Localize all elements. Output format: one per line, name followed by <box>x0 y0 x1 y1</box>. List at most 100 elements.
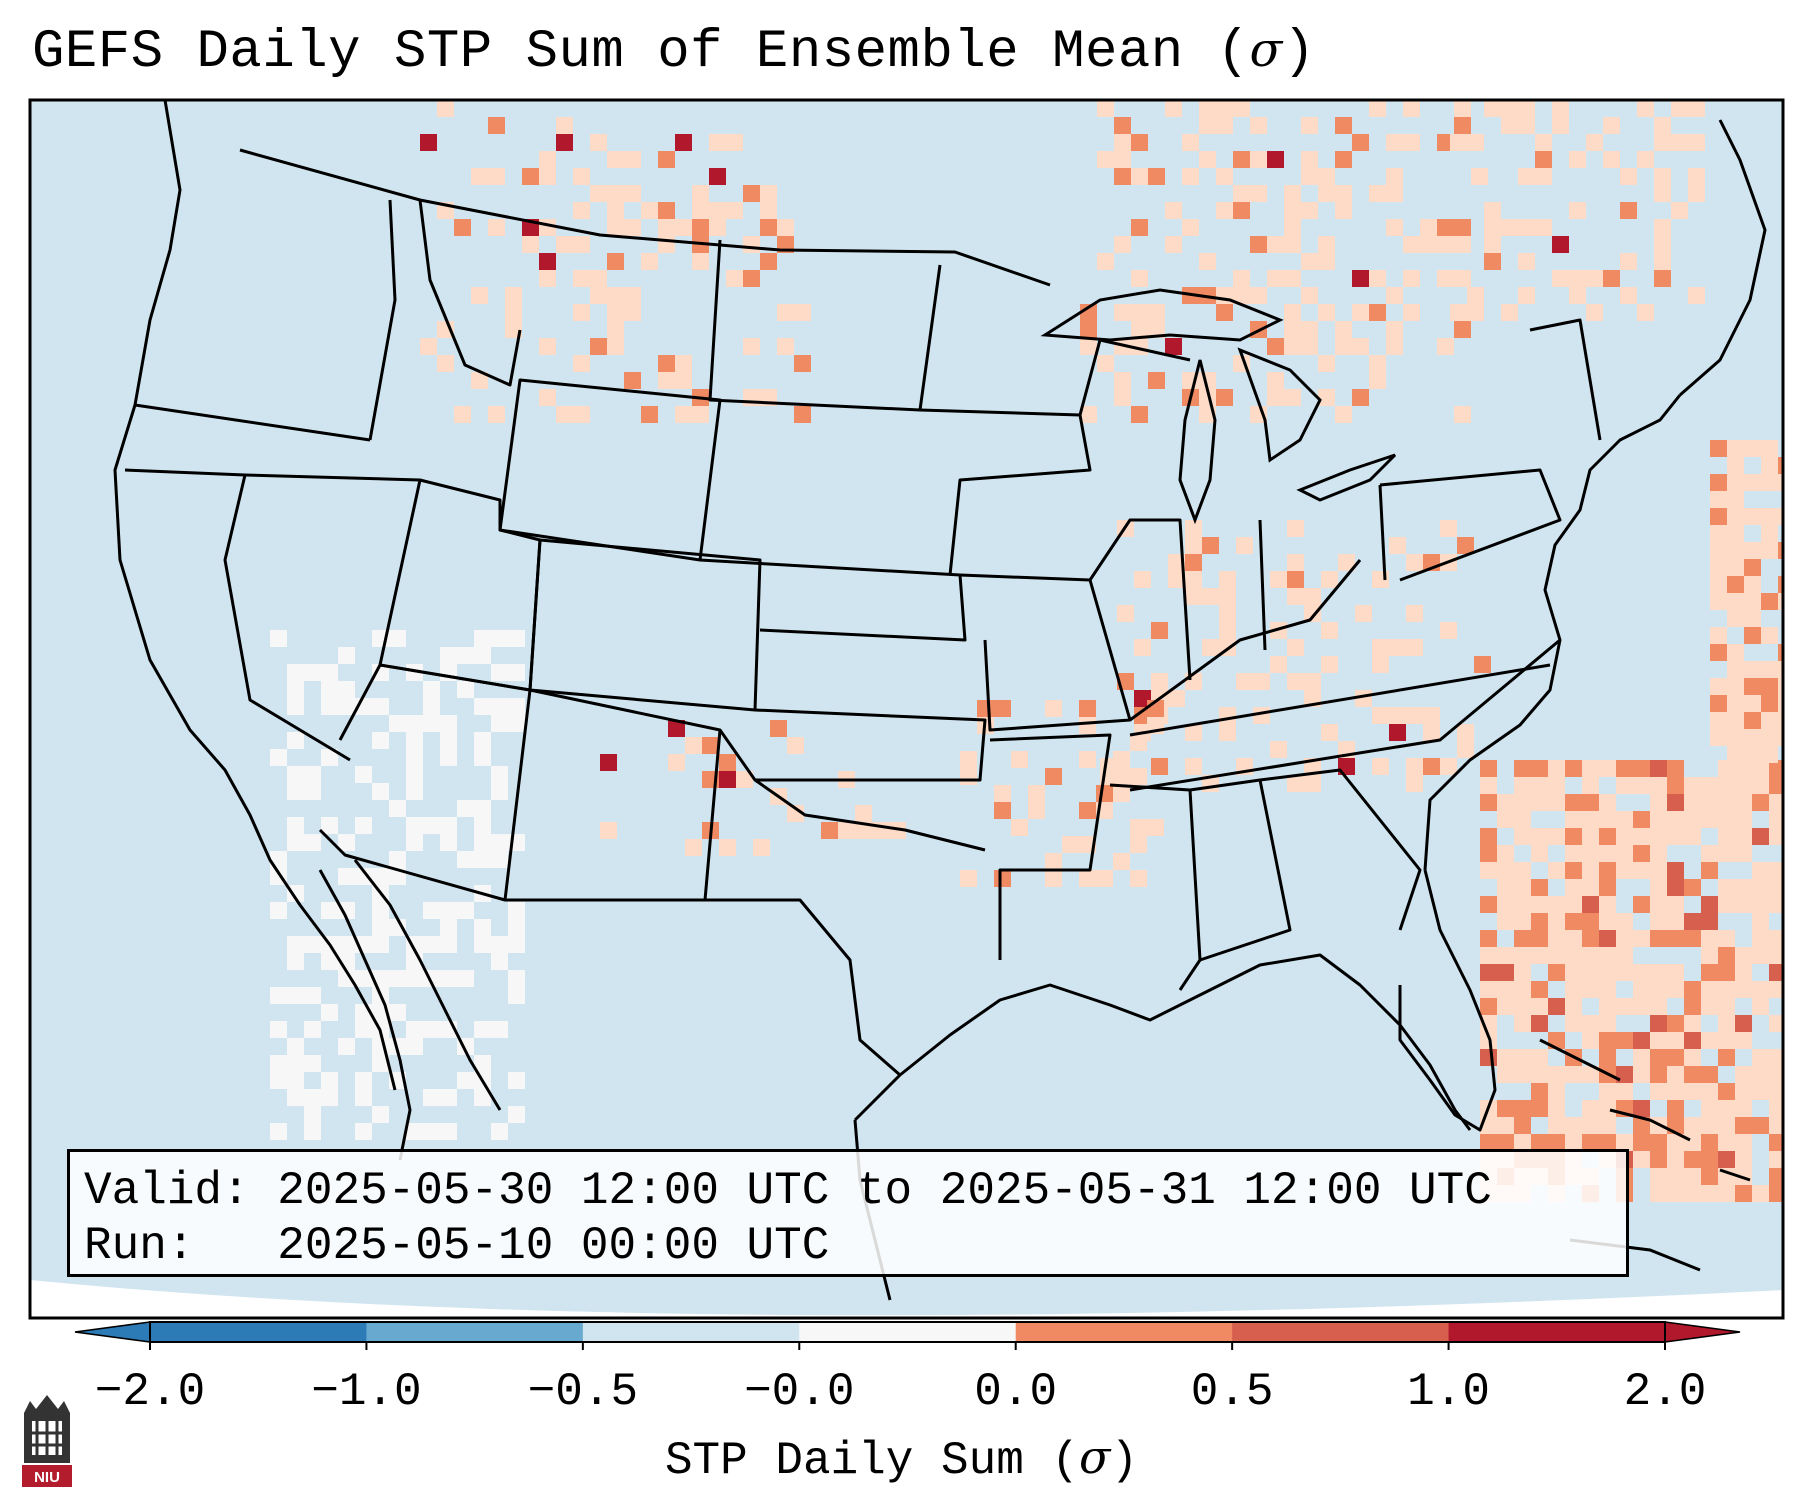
cell-medium <box>1531 1100 1548 1117</box>
cell-light <box>1654 117 1671 134</box>
cell-light <box>1318 304 1335 321</box>
cell-medium <box>1701 1134 1718 1151</box>
cell-light <box>1497 794 1514 811</box>
cell-medium <box>1599 879 1616 896</box>
cell-neutral <box>372 698 389 715</box>
cell-light <box>1718 1117 1735 1134</box>
cell-neutral <box>321 698 338 715</box>
cell-neutral <box>287 987 304 1004</box>
cell-light <box>1701 1032 1718 1049</box>
run-line: Run: 2025-05-10 00:00 UTC <box>84 1220 830 1272</box>
cell-medium <box>1216 389 1233 406</box>
cell-light <box>1386 287 1403 304</box>
cell-light <box>1497 862 1514 879</box>
cell-light <box>1667 981 1684 998</box>
cell-medium <box>1480 828 1497 845</box>
cell-strong <box>1633 1032 1650 1049</box>
cell-light <box>624 185 641 202</box>
svg-text:NIU: NIU <box>34 1469 60 1486</box>
cell-medium <box>1480 930 1497 947</box>
cell-light <box>1582 760 1599 777</box>
cell-light <box>1727 508 1744 525</box>
cell-light <box>573 236 590 253</box>
cell-light <box>1735 1134 1752 1151</box>
cell-light <box>1457 724 1474 741</box>
cell-light <box>1216 100 1233 117</box>
cell-medium <box>1650 1134 1667 1151</box>
cell-light <box>1497 1117 1514 1134</box>
cell-medium <box>760 253 777 270</box>
cell-light <box>1633 777 1650 794</box>
cell-light <box>709 134 726 151</box>
cell-neutral <box>355 1123 372 1140</box>
cell-neutral <box>372 919 389 936</box>
cell-neutral <box>304 987 321 1004</box>
cell-light <box>539 338 556 355</box>
cell-strong <box>1684 913 1701 930</box>
cell-neutral <box>389 630 406 647</box>
cell-neutral <box>304 936 321 953</box>
cell-light <box>1518 100 1535 117</box>
cell-light <box>1718 760 1735 777</box>
cell-extreme <box>1165 338 1182 355</box>
cell-neutral <box>491 698 508 715</box>
cell-light <box>1080 406 1097 423</box>
cell-light <box>488 168 505 185</box>
cell-light <box>1318 389 1335 406</box>
cell-light <box>1778 474 1783 491</box>
cell-medium <box>1684 879 1701 896</box>
cell-medium <box>1514 760 1531 777</box>
cell-light <box>1372 656 1389 673</box>
cell-neutral <box>321 902 338 919</box>
cell-light <box>1284 236 1301 253</box>
cell-light <box>1514 896 1531 913</box>
nm <box>505 688 722 902</box>
cell-light <box>607 338 624 355</box>
cell-light <box>1080 338 1097 355</box>
cell-light <box>1113 853 1130 870</box>
cell-light <box>1437 236 1454 253</box>
cell-neutral <box>287 698 304 715</box>
cell-neutral <box>304 1123 321 1140</box>
cell-medium <box>658 355 675 372</box>
cell-light <box>1565 879 1582 896</box>
cell-medium <box>994 870 1011 887</box>
cell-medium <box>1531 981 1548 998</box>
cell-medium <box>1599 862 1616 879</box>
cell-light <box>1185 571 1202 588</box>
cell-light <box>1130 734 1147 751</box>
colorbar-segment <box>582 1322 800 1342</box>
cell-light <box>1467 304 1484 321</box>
cell-light <box>1518 253 1535 270</box>
cell-medium <box>1548 964 1565 981</box>
cell-medium <box>658 202 675 219</box>
cell-light <box>1769 794 1783 811</box>
cell-neutral <box>457 1072 474 1089</box>
cell-neutral <box>338 936 355 953</box>
cell-light <box>1454 270 1471 287</box>
cell-light <box>1735 1151 1752 1168</box>
cell-light <box>1518 219 1535 236</box>
cell-light <box>1761 661 1778 678</box>
cell-extreme <box>539 253 556 270</box>
cell-light <box>1752 1185 1769 1202</box>
cell-light <box>1301 168 1318 185</box>
cell-light <box>1565 947 1582 964</box>
cell-medium <box>1710 508 1727 525</box>
cell-light <box>838 822 855 839</box>
cell-light <box>1701 947 1718 964</box>
cell-medium <box>1710 644 1727 661</box>
cell-light <box>1727 525 1744 542</box>
cell-light <box>1667 913 1684 930</box>
cell-light <box>1710 491 1727 508</box>
cell-light <box>1199 253 1216 270</box>
cell-strong <box>1633 1100 1650 1117</box>
cell-light <box>1182 168 1199 185</box>
cell-light <box>1514 964 1531 981</box>
cell-light <box>1457 741 1474 758</box>
cell-neutral <box>287 664 304 681</box>
cell-light <box>1284 338 1301 355</box>
cell-neutral <box>287 732 304 749</box>
cell-light <box>1684 1083 1701 1100</box>
cell-neutral <box>321 749 338 766</box>
